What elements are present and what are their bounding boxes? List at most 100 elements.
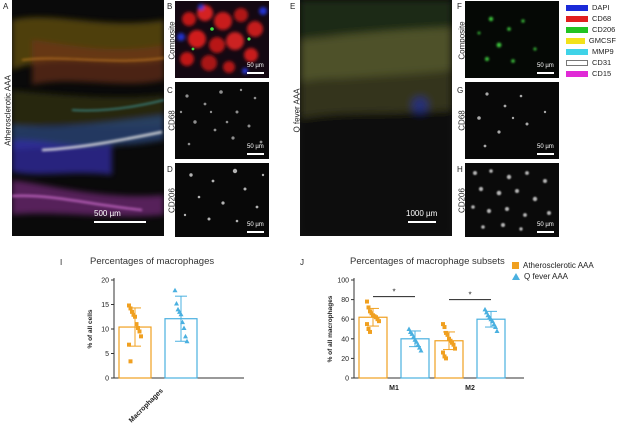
legend-label: CD15 xyxy=(592,69,612,78)
cd206-h-graphic xyxy=(465,163,559,237)
tissue-image-q-fever: 1000 µm xyxy=(300,0,452,236)
bar xyxy=(476,318,506,379)
cd206-image-d: 50 µm xyxy=(175,163,269,237)
data-point xyxy=(441,322,445,327)
series-legend-item-atherosclerotic: Atherosclerotic AAA xyxy=(512,260,616,271)
data-point xyxy=(127,303,131,308)
data-point xyxy=(482,306,488,312)
panel-label-g: G xyxy=(457,86,464,95)
data-point xyxy=(172,287,178,293)
data-point xyxy=(414,339,419,344)
legend-swatch xyxy=(566,26,588,33)
data-point xyxy=(493,324,498,330)
data-point xyxy=(444,356,448,361)
legend-swatch xyxy=(566,59,588,66)
legend-label: DAPI xyxy=(592,3,610,12)
data-point xyxy=(128,359,133,364)
composite-b-graphic xyxy=(175,1,269,78)
legend-item-cd206: CD206 xyxy=(566,24,616,35)
data-point xyxy=(366,305,371,310)
x-tick-label: M1 xyxy=(389,385,399,392)
y-tick-label: 10 xyxy=(101,327,109,334)
data-point xyxy=(406,326,412,331)
data-point xyxy=(133,314,137,319)
composite-f-graphic xyxy=(465,1,559,78)
scale-bar-f xyxy=(537,72,554,74)
series-legend-item-q-fever: Q fever AAA xyxy=(512,271,616,282)
data-point xyxy=(180,319,185,325)
data-point xyxy=(128,306,133,311)
y-tick-label: 0 xyxy=(105,376,109,383)
legend-item-mmp9: MMP9 xyxy=(566,46,616,57)
scale-label-c: 50 µm xyxy=(247,144,264,150)
cd68-g-graphic xyxy=(465,82,559,159)
data-point xyxy=(451,342,456,347)
data-point xyxy=(134,322,139,327)
scale-label-a: 500 µm xyxy=(94,209,121,218)
chart-j-title: Percentages of macrophage subsets xyxy=(350,256,505,267)
data-point xyxy=(174,301,179,306)
scale-bar-a xyxy=(94,221,146,223)
legend-item-cd15: CD15 xyxy=(566,68,616,79)
y-tick-label: 15 xyxy=(101,302,109,309)
tissue-image-a-graphic xyxy=(12,0,164,236)
y-tick-label: 20 xyxy=(341,356,349,363)
data-point xyxy=(136,326,140,331)
data-point xyxy=(494,328,500,333)
scale-bar-g xyxy=(537,153,554,155)
y-tick-label: 100 xyxy=(337,278,349,285)
scale-bar-h xyxy=(537,231,554,233)
scale-label-d: 50 µm xyxy=(247,222,264,228)
legend-label: GMCSF xyxy=(588,36,616,45)
data-point xyxy=(181,325,187,331)
legend-item-dapi: DAPI xyxy=(566,2,616,13)
cd68-c-graphic xyxy=(175,82,269,159)
data-point xyxy=(409,331,415,336)
data-point xyxy=(365,299,369,304)
x-tick-label: M2 xyxy=(465,385,475,392)
data-point xyxy=(137,329,142,334)
chart-i: 0 5 10 15 20 % of all cells Macrophages xyxy=(87,278,244,424)
data-point xyxy=(484,309,489,315)
data-point xyxy=(368,329,372,334)
panel-label-d: D xyxy=(167,165,173,174)
cd206-image-h: 50 µm xyxy=(465,163,559,237)
y-tick-label: 60 xyxy=(341,317,349,324)
panel-label-f: F xyxy=(457,2,462,11)
y-tick-label: 5 xyxy=(105,351,109,358)
cd206-d-graphic xyxy=(175,163,269,237)
data-point xyxy=(442,325,447,330)
channel-legend: DAPI CD68 CD206 GMCSF MMP9 CD31 CD15 xyxy=(566,2,616,79)
y-tick-label: 80 xyxy=(341,297,349,304)
data-point xyxy=(418,348,424,353)
panel-label-a: A xyxy=(3,2,9,11)
panel-label-h: H xyxy=(457,165,463,174)
legend-item-cd68: CD68 xyxy=(566,13,616,24)
significance-label: * xyxy=(468,291,471,300)
panel-label-i: I xyxy=(60,258,63,267)
data-point xyxy=(415,342,421,347)
panel-label-e: E xyxy=(290,2,296,11)
data-point xyxy=(183,333,188,339)
data-point xyxy=(139,334,143,339)
legend-label: CD206 xyxy=(592,25,616,34)
data-point xyxy=(130,309,134,314)
panel-label-b: B xyxy=(167,2,173,11)
x-tick-label: Macrophages xyxy=(128,387,165,424)
cd68-image-g: 50 µm xyxy=(465,82,559,159)
scale-label-g: 50 µm xyxy=(537,144,554,150)
square-marker-icon xyxy=(512,262,519,269)
legend-swatch xyxy=(566,70,588,77)
tissue-image-atherosclerotic: 500 µm xyxy=(12,0,164,236)
y-tick-label: 40 xyxy=(341,336,349,343)
data-point xyxy=(453,346,457,351)
composite-image-b: 50 µm xyxy=(175,1,269,78)
data-point xyxy=(417,345,422,350)
scale-label-f: 50 µm xyxy=(537,63,554,69)
y-tick-label: 0 xyxy=(345,376,349,383)
legend-swatch xyxy=(566,37,585,44)
panel-label-c: C xyxy=(167,86,173,95)
data-point xyxy=(441,350,445,355)
data-point xyxy=(411,334,416,339)
cd68-image-c: 50 µm xyxy=(175,82,269,159)
